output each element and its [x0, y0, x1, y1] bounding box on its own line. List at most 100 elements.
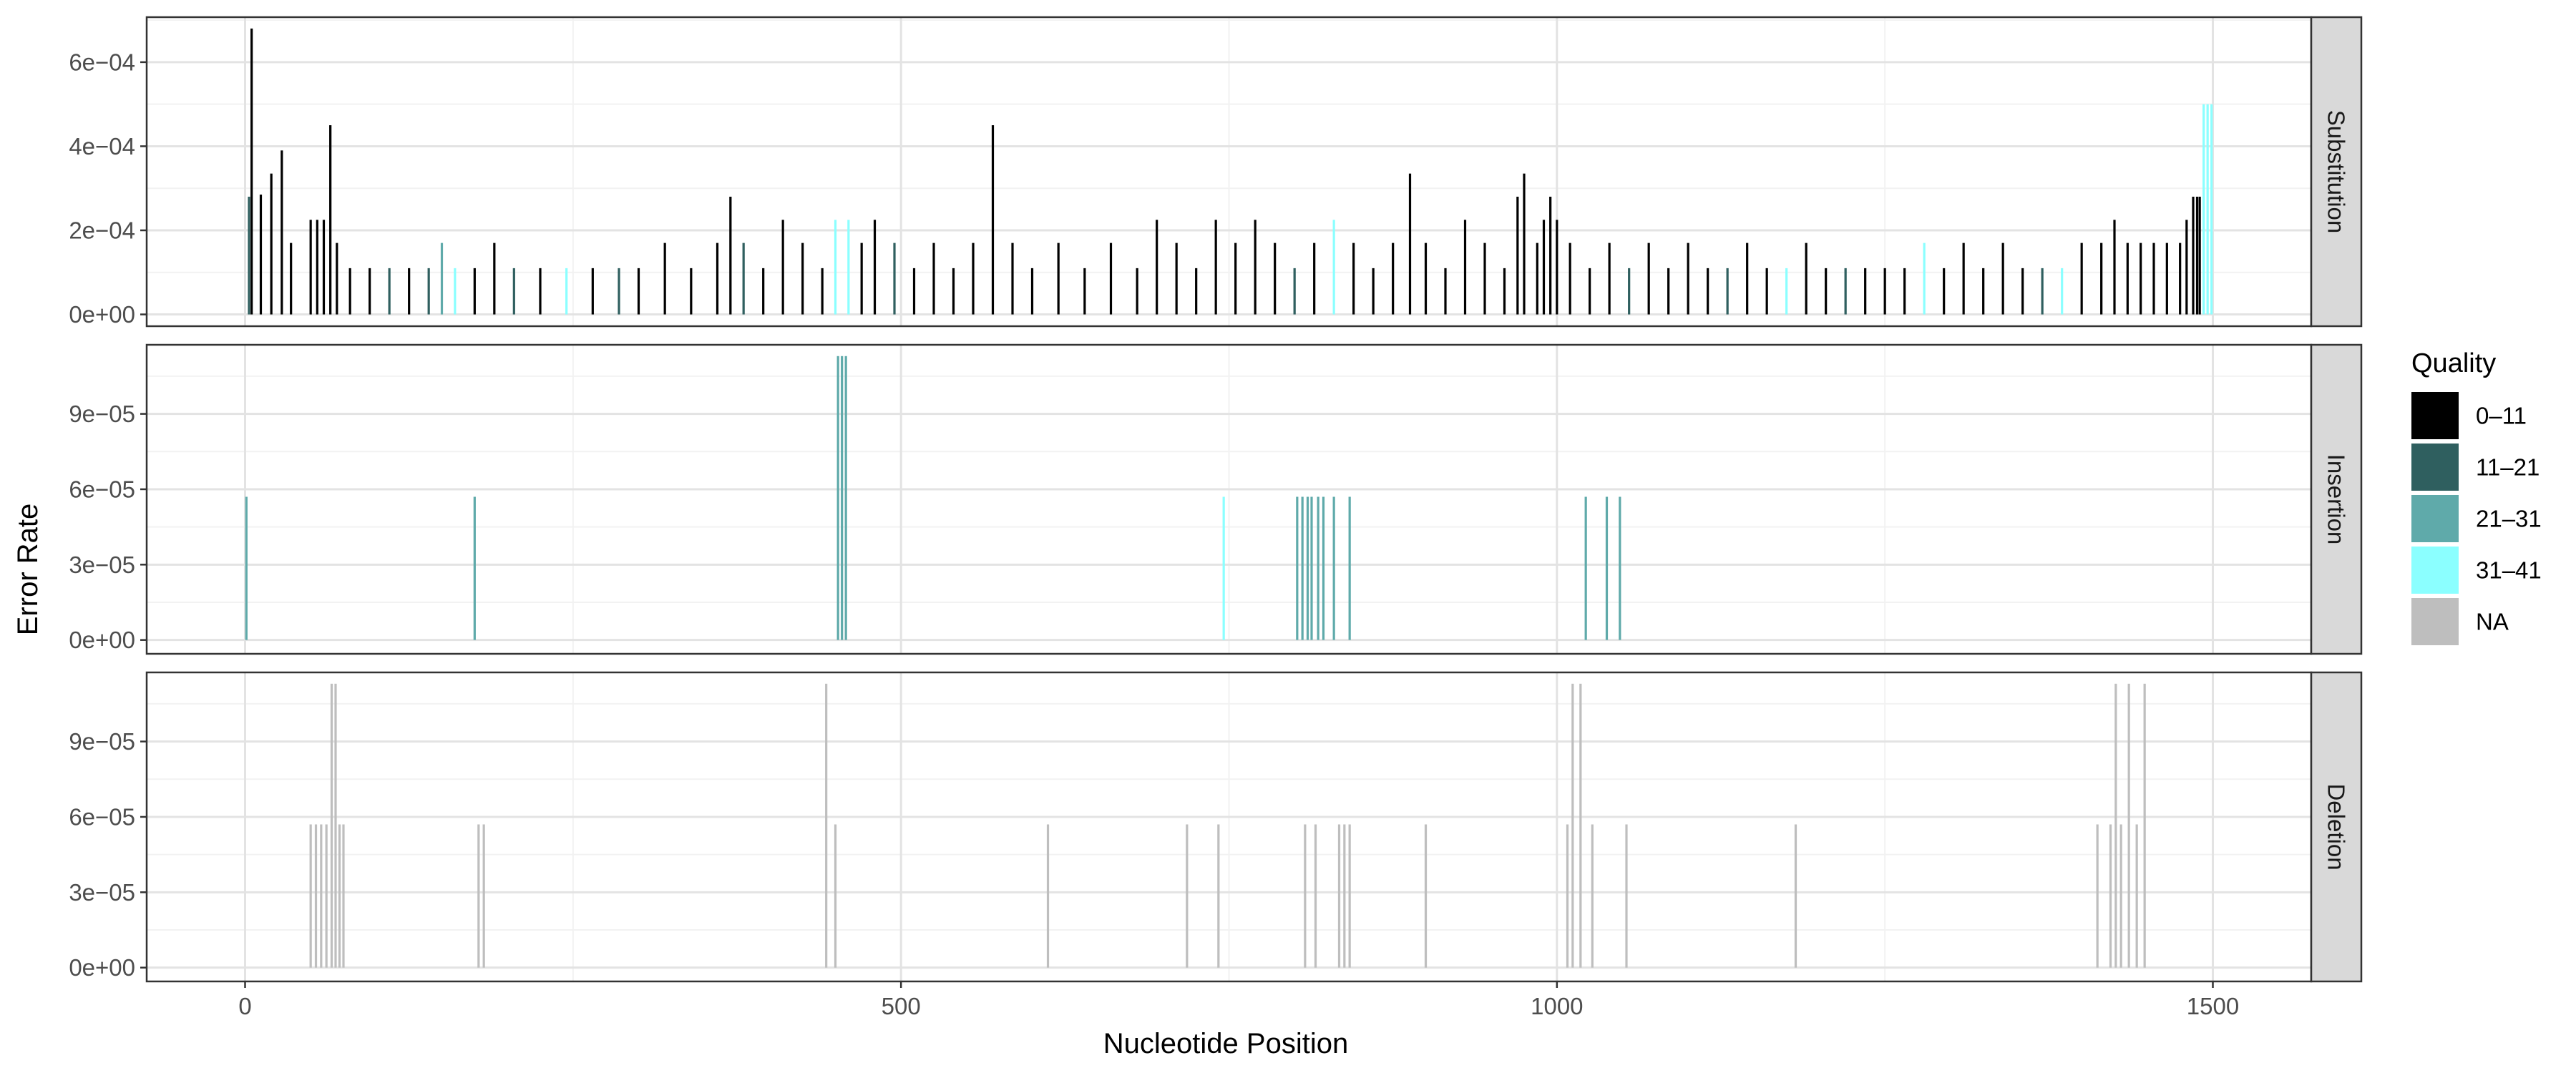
bar	[539, 268, 542, 315]
bar	[742, 242, 745, 315]
bar	[2179, 242, 2182, 315]
bar	[1982, 268, 1985, 315]
bar	[834, 824, 837, 968]
x-tick-label: 1000	[1531, 993, 1583, 1019]
bar	[1011, 242, 1014, 315]
bar	[1274, 242, 1277, 315]
legend-key	[2411, 444, 2459, 491]
facet-strip	[2310, 671, 2363, 983]
bar	[1667, 268, 1670, 315]
legend: Quality 0–11 11–21 21–31 31–41 NA	[2411, 348, 2542, 645]
bar	[1234, 242, 1237, 315]
bar	[2061, 268, 2064, 315]
bar	[1785, 268, 1788, 315]
y-tick-label: 9e−05	[69, 728, 135, 755]
panel-substitution: Substitution 0e+00 2e−04 4e−04 6e−04	[69, 16, 2363, 328]
y-tick-label: 6e−05	[69, 803, 135, 830]
bar	[1296, 496, 1299, 640]
bar	[1186, 824, 1189, 968]
bar	[1625, 824, 1628, 968]
bar	[1536, 242, 1538, 315]
bar	[716, 242, 719, 315]
bar	[841, 356, 844, 640]
bar	[1707, 268, 1709, 315]
bar	[1424, 824, 1428, 968]
bar	[309, 220, 312, 315]
bar	[2127, 683, 2130, 968]
bar	[1619, 496, 1621, 640]
bar	[259, 195, 263, 315]
y-tick-label: 0e+00	[69, 301, 135, 328]
bar	[2096, 824, 2099, 968]
bar	[2135, 824, 2138, 968]
bar	[2143, 683, 2146, 968]
bar	[1962, 242, 1965, 315]
bar	[1687, 242, 1689, 315]
bar	[952, 268, 955, 315]
bar	[1293, 268, 1296, 315]
bar	[2001, 242, 2004, 315]
bar	[1348, 824, 1351, 968]
bar	[1503, 268, 1506, 315]
bar	[1222, 496, 1225, 640]
bar	[1332, 220, 1335, 315]
bar	[1566, 824, 1569, 968]
bar	[1943, 268, 1946, 315]
bar	[1322, 496, 1325, 640]
bar	[336, 242, 338, 315]
bar	[836, 356, 839, 640]
bar	[834, 220, 837, 315]
bar	[2206, 104, 2209, 315]
bar	[1304, 824, 1307, 968]
bar	[2041, 268, 2044, 315]
facet-strip	[2310, 343, 2363, 655]
y-tick-label: 3e−05	[69, 879, 135, 906]
bar	[338, 824, 341, 968]
bar	[1083, 268, 1086, 315]
facet-strip-label: Insertion	[2323, 454, 2350, 545]
x-tick-label: 0	[238, 993, 251, 1019]
bar	[637, 268, 640, 315]
bar	[2195, 196, 2199, 315]
bar	[2080, 242, 2083, 315]
bar	[1392, 242, 1395, 315]
bar	[1195, 268, 1198, 315]
bar	[342, 824, 345, 968]
bar	[1825, 268, 1828, 315]
bar	[1549, 196, 1552, 315]
bar	[348, 268, 351, 315]
bar	[912, 268, 916, 315]
bar	[893, 242, 896, 315]
bar	[1568, 242, 1571, 315]
bar	[972, 242, 975, 315]
bar	[1136, 268, 1138, 315]
bar	[2119, 824, 2122, 968]
bar	[729, 196, 732, 315]
x-tick-label: 500	[882, 993, 921, 1019]
legend-key	[2411, 598, 2459, 645]
bar	[1306, 496, 1309, 640]
bar	[1579, 683, 1582, 968]
bar	[290, 242, 293, 315]
y-axis-label: Error Rate	[12, 504, 44, 636]
bar	[1352, 242, 1355, 315]
bar	[1348, 496, 1351, 640]
y-tick-label: 4e−04	[69, 133, 135, 160]
bar	[1332, 496, 1335, 640]
bar	[1844, 268, 1847, 315]
bar	[1556, 220, 1558, 315]
bar	[1608, 242, 1611, 315]
bar	[1483, 242, 1486, 315]
bar	[309, 824, 312, 968]
bar	[473, 268, 476, 315]
bar	[2202, 104, 2205, 315]
bar	[1864, 268, 1867, 315]
bar	[762, 268, 765, 315]
bar	[1746, 242, 1749, 315]
bar	[2192, 196, 2195, 315]
bar	[618, 268, 620, 315]
legend-key	[2411, 495, 2459, 542]
bar	[250, 28, 253, 315]
bar	[2210, 104, 2213, 315]
